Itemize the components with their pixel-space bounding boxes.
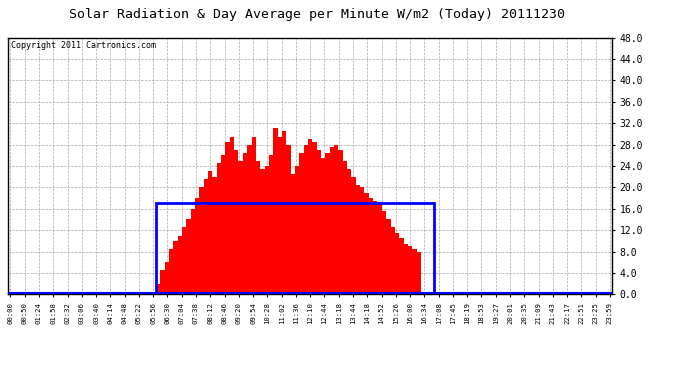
Bar xyxy=(391,228,395,294)
Bar xyxy=(317,150,321,294)
Bar xyxy=(178,236,182,294)
Bar xyxy=(395,233,400,294)
Bar xyxy=(252,136,256,294)
Bar xyxy=(243,153,247,294)
Bar xyxy=(160,270,165,294)
Bar xyxy=(213,177,217,294)
Bar xyxy=(173,241,178,294)
Bar xyxy=(304,144,308,294)
Bar xyxy=(308,139,313,294)
Bar xyxy=(269,155,273,294)
Bar xyxy=(286,144,290,294)
Bar xyxy=(343,160,347,294)
Bar xyxy=(247,144,252,294)
Bar xyxy=(182,228,186,294)
Bar xyxy=(408,246,412,294)
Text: Solar Radiation & Day Average per Minute W/m2 (Today) 20111230: Solar Radiation & Day Average per Minute… xyxy=(70,8,565,21)
Bar xyxy=(190,209,195,294)
Bar xyxy=(330,147,334,294)
Bar xyxy=(290,174,295,294)
Bar xyxy=(169,249,173,294)
Bar xyxy=(404,243,408,294)
Bar xyxy=(360,188,364,294)
Bar xyxy=(230,136,234,294)
Bar xyxy=(226,142,230,294)
Bar xyxy=(199,188,204,294)
Bar xyxy=(338,150,343,294)
Bar xyxy=(299,153,304,294)
Bar xyxy=(377,203,382,294)
Bar xyxy=(186,219,190,294)
Bar xyxy=(351,177,356,294)
Bar xyxy=(400,238,404,294)
Bar xyxy=(195,198,199,294)
Bar xyxy=(277,136,282,294)
Text: Copyright 2011 Cartronics.com: Copyright 2011 Cartronics.com xyxy=(11,41,157,50)
Bar xyxy=(256,160,260,294)
Bar xyxy=(282,131,286,294)
Bar xyxy=(364,193,368,294)
Bar xyxy=(347,169,351,294)
Bar xyxy=(368,198,373,294)
Bar xyxy=(208,171,213,294)
Bar xyxy=(356,184,360,294)
Bar xyxy=(295,166,299,294)
Bar xyxy=(334,144,338,294)
Bar xyxy=(326,153,330,294)
Bar xyxy=(221,155,226,294)
Bar xyxy=(165,262,169,294)
Bar xyxy=(260,169,264,294)
Bar xyxy=(373,201,377,294)
Bar xyxy=(321,158,326,294)
Bar xyxy=(239,160,243,294)
Bar xyxy=(386,219,391,294)
Bar xyxy=(412,249,417,294)
Bar xyxy=(313,142,317,294)
Bar xyxy=(217,163,221,294)
Bar xyxy=(382,211,386,294)
Bar xyxy=(234,150,239,294)
Bar xyxy=(156,203,434,294)
Bar xyxy=(156,284,160,294)
Bar xyxy=(204,179,208,294)
Bar xyxy=(273,129,277,294)
Bar xyxy=(264,166,269,294)
Bar xyxy=(417,252,421,294)
